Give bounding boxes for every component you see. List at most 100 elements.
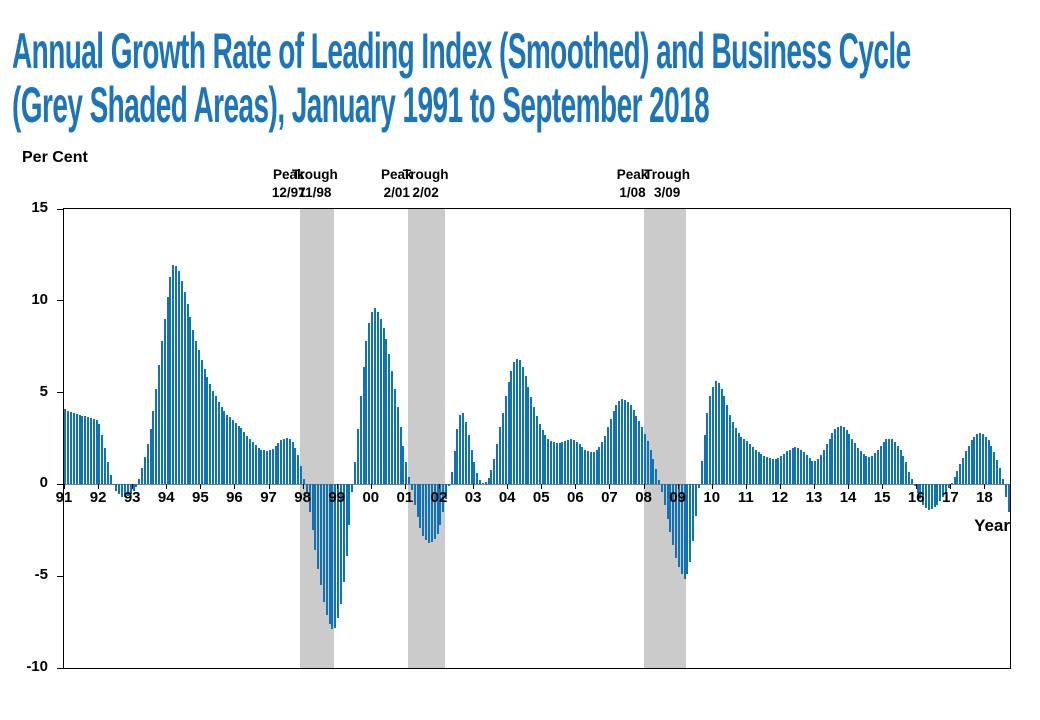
x-tick xyxy=(166,484,168,490)
bar xyxy=(135,484,138,488)
bar xyxy=(618,400,621,485)
bar xyxy=(106,462,109,485)
bar xyxy=(348,484,351,525)
annotation-peak-date: 1/08 xyxy=(619,185,646,200)
x-tick xyxy=(438,484,440,490)
bar xyxy=(734,428,737,485)
bar xyxy=(459,414,462,485)
bar xyxy=(970,440,973,485)
bar xyxy=(774,458,777,485)
bar xyxy=(547,438,550,485)
bar xyxy=(876,449,879,485)
bar xyxy=(527,387,530,485)
bar xyxy=(981,433,984,485)
bar xyxy=(990,445,993,485)
bar xyxy=(873,453,876,485)
annotation-peak-label: Peak xyxy=(380,167,413,182)
x-tick-label: 97 xyxy=(260,489,277,507)
bar xyxy=(777,457,780,485)
bar xyxy=(374,308,376,485)
y-tick xyxy=(57,667,63,669)
bar xyxy=(396,407,399,485)
bar xyxy=(848,433,851,485)
bar xyxy=(936,484,939,505)
bar xyxy=(317,484,320,569)
bar xyxy=(445,484,448,500)
bar xyxy=(268,450,271,485)
bar xyxy=(266,451,269,485)
bar xyxy=(882,442,885,485)
bar xyxy=(413,484,416,505)
bar xyxy=(209,384,212,485)
annotation-trough-label: Trough xyxy=(292,167,338,182)
bar xyxy=(976,433,979,485)
bar xyxy=(302,478,305,485)
bar xyxy=(498,427,501,485)
bar xyxy=(320,484,323,586)
bar xyxy=(550,441,553,485)
bar xyxy=(922,484,925,505)
x-tick xyxy=(779,484,781,490)
bar xyxy=(598,446,601,485)
bar xyxy=(220,407,223,485)
bar xyxy=(439,484,442,525)
bar xyxy=(896,445,899,485)
bar xyxy=(158,365,161,485)
bar xyxy=(686,484,689,575)
bar xyxy=(740,436,743,485)
bar xyxy=(501,412,504,485)
bar xyxy=(652,458,655,485)
bar xyxy=(842,427,845,485)
x-tick-label: 95 xyxy=(192,489,209,507)
x-tick-label: 09 xyxy=(669,489,686,507)
bar xyxy=(720,388,723,485)
bar xyxy=(112,484,115,486)
bar xyxy=(195,341,198,485)
x-tick-label: 00 xyxy=(362,489,380,507)
bar xyxy=(723,396,726,485)
bar xyxy=(285,437,288,485)
bar xyxy=(984,436,987,485)
chart-title: Annual Growth Rate of Leading Index (Smo… xyxy=(12,24,911,132)
x-tick-label: 91 xyxy=(55,489,73,507)
bar xyxy=(899,450,902,485)
bar xyxy=(274,445,277,485)
x-tick-label: 15 xyxy=(873,489,891,507)
bar xyxy=(166,297,169,485)
bar xyxy=(552,442,555,485)
bar xyxy=(132,484,135,491)
x-tick xyxy=(302,484,304,490)
bar xyxy=(595,450,598,485)
bar xyxy=(649,449,652,485)
bar xyxy=(885,439,888,485)
x-tick-label: 11 xyxy=(737,489,754,507)
recession-band xyxy=(299,209,334,668)
bar xyxy=(939,484,942,501)
bar xyxy=(794,446,797,485)
bar xyxy=(72,412,75,485)
bar xyxy=(476,473,479,485)
bar xyxy=(89,418,92,485)
bar xyxy=(910,478,913,485)
bar xyxy=(212,390,215,485)
bar xyxy=(621,399,624,485)
bar xyxy=(311,484,314,531)
bar xyxy=(808,457,811,485)
bar xyxy=(567,440,570,485)
bar xyxy=(337,484,340,619)
bar xyxy=(655,468,658,485)
bar xyxy=(518,360,521,485)
annotation-peak-date: 12/97 xyxy=(271,185,306,200)
bar xyxy=(152,410,155,485)
bar xyxy=(163,319,166,485)
bar xyxy=(973,436,976,485)
bar xyxy=(641,427,644,485)
bar xyxy=(555,443,558,485)
bar xyxy=(959,464,962,485)
bar xyxy=(558,443,561,485)
bar xyxy=(854,443,857,485)
bar xyxy=(947,484,950,489)
x-tick xyxy=(950,484,952,490)
bar xyxy=(513,362,516,485)
x-tick-label: 13 xyxy=(805,489,823,507)
